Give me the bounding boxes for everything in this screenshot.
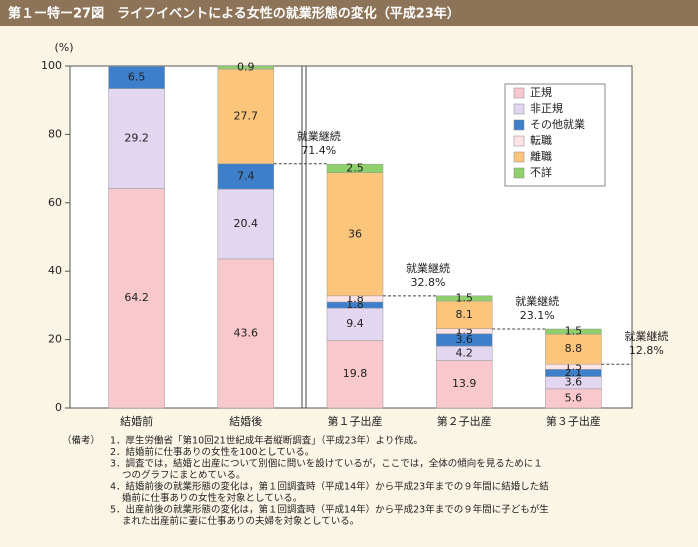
note: まれた出産前に妻に仕事ありの夫婦を対象としている。	[122, 515, 359, 527]
legend-label: 非正規	[530, 101, 563, 115]
note: 1．厚生労働省「第10回21世紀成年者縦断調査」（平成23年）より作成。	[110, 435, 423, 447]
bar-segment	[326, 307, 384, 341]
bar-segment	[326, 340, 384, 409]
data-label: 1.5	[565, 325, 583, 338]
title-bar	[0, 0, 698, 26]
note: 婚前に仕事ありの女性を対象としている。	[122, 492, 302, 504]
notes-label: （備考）	[62, 435, 100, 447]
y-tick-label: 40	[48, 264, 62, 277]
x-tick-label: 第１子出産	[328, 414, 383, 428]
bar-segment	[108, 66, 165, 89]
legend-swatch	[513, 151, 525, 163]
data-label: 5.6	[565, 391, 583, 404]
annotation: 就業継続	[515, 294, 559, 308]
legend-label: 転職	[530, 134, 552, 147]
bar-segment	[217, 188, 275, 260]
data-label: 20.4	[234, 217, 259, 230]
annotation: 就業継続	[297, 129, 341, 143]
data-label: 2.5	[346, 161, 364, 174]
data-label: 4.2	[455, 346, 473, 359]
chart-title: 第１ー特ー27図 ライフイベントによる女性の就業形態の変化（平成23年）	[8, 6, 460, 22]
note: 4．結婚前後の就業形態の変化は，第１回調査時（平成14年）から平成23年までの９…	[110, 481, 549, 493]
data-label: 64.2	[124, 291, 149, 304]
data-label: 3.6	[565, 376, 583, 389]
x-tick-label: 第２子出産	[437, 414, 492, 428]
legend-label: 離職	[530, 149, 552, 163]
data-label: 7.4	[237, 169, 255, 182]
annotation-value: 32.8%	[411, 276, 446, 289]
bar-segment	[545, 328, 602, 335]
bar-segment	[435, 300, 493, 329]
bar-segment	[217, 65, 275, 70]
bar-segment	[435, 295, 493, 302]
note: 3．調査では，結婚と出産について別個に問いを設けているが，ここでは，全体の傾向を…	[110, 458, 543, 470]
data-label: 27.7	[234, 109, 259, 122]
annotation-value: 12.8%	[629, 344, 664, 357]
data-label: 9.4	[346, 317, 364, 330]
legend-label: 正規	[530, 85, 552, 99]
data-label: 13.9	[452, 377, 477, 390]
bar-segment	[108, 188, 165, 409]
bar-segment	[545, 333, 602, 365]
bar-segment	[108, 88, 165, 189]
bar-segment	[217, 68, 275, 165]
data-label: 0.9	[237, 61, 255, 74]
legend-swatch	[513, 103, 525, 115]
data-label: 19.8	[343, 367, 368, 380]
data-label: 43.6	[234, 326, 259, 339]
legend-swatch	[513, 87, 525, 99]
annotation: 就業継続	[624, 329, 668, 343]
y-tick-label: 100	[41, 59, 62, 72]
y-tick-label: 80	[48, 127, 62, 140]
y-tick-label: 20	[48, 333, 62, 346]
data-label: 1.5	[455, 291, 473, 304]
annotation: 就業継続	[406, 261, 450, 275]
note: 2．結婚前に仕事ありの女性を100としている。	[110, 446, 314, 458]
legend-swatch	[513, 167, 525, 179]
legend-swatch	[513, 135, 525, 147]
data-label: 29.2	[124, 132, 149, 145]
y-tick-label: 60	[48, 196, 62, 209]
annotation-value: 71.4%	[301, 144, 336, 157]
bar-segment	[217, 258, 275, 409]
data-label: 3.6	[455, 333, 473, 346]
x-tick-label: 第３子出産	[546, 414, 601, 428]
legend-swatch	[513, 119, 525, 131]
y-unit: (%)	[54, 41, 73, 54]
data-label: 8.8	[565, 342, 583, 355]
x-tick-label: 結婚後	[229, 414, 262, 428]
bar-segment	[326, 163, 384, 173]
data-label: 6.5	[128, 70, 146, 83]
legend-label: 不詳	[530, 165, 552, 179]
annotation-value: 23.1%	[520, 309, 555, 322]
bar-segment	[326, 172, 384, 297]
note: つのグラフにまとめている。	[122, 469, 246, 481]
x-tick-label: 結婚前	[120, 414, 153, 428]
note: 5．出産前後の就業形態の変化は，第１回調査時（平成14年）から平成23年までの９…	[110, 504, 549, 516]
data-label: 36	[348, 227, 362, 240]
y-tick-label: 0	[55, 401, 62, 414]
bar-segment	[435, 360, 493, 409]
data-label: 8.1	[455, 308, 473, 321]
legend-label: その他就業	[530, 117, 585, 131]
